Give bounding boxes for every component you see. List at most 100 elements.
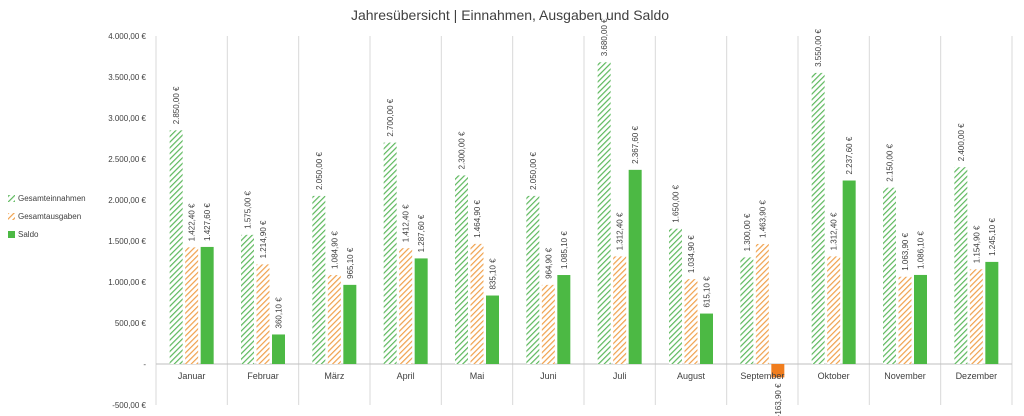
data-label: 2.300,00 €	[458, 131, 467, 169]
data-label: 2.367,60 €	[631, 125, 640, 163]
legend-label: Saldo	[18, 230, 39, 239]
bar-saldo	[200, 246, 214, 364]
y-tick-label: 4.000,00 €	[108, 32, 146, 41]
y-tick-label: 2.000,00 €	[108, 196, 146, 205]
data-label: 1.085,10 €	[560, 231, 569, 269]
x-tick-label: Juli	[613, 371, 627, 381]
data-label: 964,90 €	[544, 247, 553, 279]
legend-swatch	[8, 231, 15, 238]
data-label: 3.680,00 €	[600, 18, 609, 56]
data-label: 360,10 €	[275, 297, 284, 329]
bar-gesamteinnahmen	[169, 130, 183, 364]
data-label: 1.464,90 €	[473, 200, 482, 238]
data-label: 1.650,00 €	[672, 184, 681, 222]
bar-saldo	[486, 295, 499, 364]
bar-gesamteinnahmen	[883, 187, 896, 364]
bar-saldo	[272, 334, 285, 364]
x-tick-label: Dezember	[956, 371, 998, 381]
bar-gesamtausgaben	[898, 276, 912, 364]
legend-label: Gesamtausgaben	[18, 212, 81, 221]
bars-layer: 2.850,00 € 1.422,40 € 1.427,60 € 1.575,00 €…	[169, 18, 999, 416]
data-label: 1.214,90 €	[259, 220, 268, 258]
y-axis: 4.000,00 € 3.500,00 € 3.000,00 € 2.500,00 €…	[108, 32, 146, 410]
y-tick-label: -	[143, 360, 146, 369]
bar-gesamteinnahmen	[954, 167, 968, 364]
y-tick-label: 2.500,00 €	[108, 155, 146, 164]
legend-swatch	[8, 195, 15, 202]
bar-gesamteinnahmen	[455, 175, 468, 364]
data-label: 2.050,00 €	[529, 152, 538, 190]
bar-saldo	[414, 258, 428, 364]
y-tick-label: 3.500,00 €	[108, 73, 146, 82]
bar-gesamtausgaben	[827, 256, 841, 364]
bar-gesamteinnahmen	[241, 234, 254, 364]
x-tick-label: November	[884, 371, 926, 381]
x-tick-label: März	[324, 371, 344, 381]
bar-gesamtausgaben	[470, 243, 484, 364]
data-label: 1.312,40 €	[616, 212, 625, 250]
data-label: 1.287,60 €	[417, 214, 426, 252]
data-label: 2.400,00 €	[957, 123, 966, 161]
bar-gesamtausgaben	[399, 248, 413, 364]
x-tick-label: April	[397, 371, 415, 381]
data-label: 1.463,90 €	[758, 200, 767, 238]
bar-saldo	[842, 180, 856, 364]
x-tick-label: Januar	[178, 371, 206, 381]
bar-gesamtausgaben	[755, 243, 769, 364]
y-tick-label: 1.000,00 €	[108, 278, 146, 287]
y-tick-label: 500,00 €	[115, 319, 147, 328]
bar-gesamteinnahmen	[383, 142, 397, 364]
data-label: 2.150,00 €	[886, 143, 895, 181]
x-axis: Januar Februar März April Mai Juni Juli August S…	[178, 371, 997, 381]
legend-label: Gesamteinnahmen	[18, 194, 86, 203]
bar-gesamteinnahmen	[740, 257, 754, 364]
data-label: 3.550,00 €	[814, 29, 823, 67]
data-label: 1.412,40 €	[402, 204, 411, 242]
legend-swatch	[8, 213, 15, 220]
data-label: 2.237,60 €	[845, 136, 854, 174]
data-label: -163,90 €	[774, 383, 783, 416]
data-label: 1.575,00 €	[244, 190, 253, 228]
bar-gesamtausgaben	[969, 269, 983, 364]
data-label: 1.034,90 €	[687, 235, 696, 273]
bar-gesamteinnahmen	[597, 62, 611, 365]
bar-gesamtausgaben	[684, 279, 698, 364]
bar-gesamtausgaben	[256, 264, 270, 364]
grid-layer	[155, 36, 1013, 405]
bar-gesamtausgaben	[613, 256, 627, 364]
data-label: 615,10 €	[703, 276, 712, 308]
x-tick-label: August	[677, 371, 706, 381]
bar-saldo	[557, 275, 571, 364]
data-label: 1.427,60 €	[203, 203, 212, 241]
bar-gesamteinnahmen	[526, 195, 540, 364]
data-label: 835,10 €	[489, 258, 498, 290]
chart-title: Jahresübersicht | Einnahmen, Ausgaben un…	[351, 7, 669, 23]
y-tick-label: -500,00 €	[112, 401, 146, 410]
bar-saldo	[343, 284, 357, 364]
bar-saldo	[628, 169, 642, 364]
bar-saldo	[771, 364, 785, 378]
y-tick-label: 3.000,00 €	[108, 114, 146, 123]
data-label: 1.084,90 €	[330, 231, 339, 269]
bar-gesamtausgaben	[185, 247, 199, 364]
data-label: 1.300,00 €	[743, 213, 752, 251]
data-label: 2.850,00 €	[172, 86, 181, 124]
data-label: 1.422,40 €	[188, 203, 197, 241]
y-tick-label: 1.500,00 €	[108, 237, 146, 246]
bar-saldo	[985, 261, 999, 364]
x-tick-label: Februar	[247, 371, 279, 381]
data-label: 2.700,00 €	[386, 98, 395, 136]
bar-gesamteinnahmen	[811, 72, 825, 365]
data-label: 1.154,90 €	[972, 225, 981, 263]
bar-saldo	[914, 274, 927, 364]
x-tick-label: Juni	[540, 371, 557, 381]
bar-gesamteinnahmen	[669, 228, 682, 364]
data-label: 1.312,40 €	[830, 212, 839, 250]
data-label: 2.050,00 €	[315, 152, 324, 190]
data-label: 965,10 €	[346, 247, 355, 279]
data-label: 1.245,10 €	[988, 218, 997, 256]
bar-gesamtausgaben	[541, 284, 555, 364]
legend: Gesamteinnahmen Gesamtausgaben Saldo	[8, 194, 86, 239]
